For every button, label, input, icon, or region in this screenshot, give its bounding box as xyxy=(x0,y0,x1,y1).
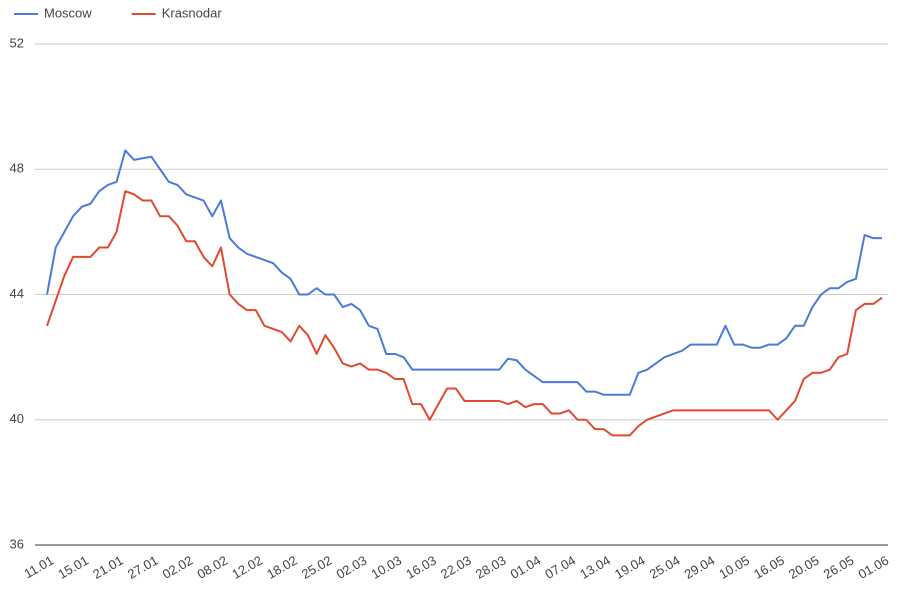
x-tick-label: 07.04 xyxy=(542,553,578,582)
series-line xyxy=(46,190,883,437)
x-tick-label: 01.04 xyxy=(508,553,544,582)
x-tick-label: 01.06 xyxy=(856,553,892,582)
x-tick-label: 26.05 xyxy=(821,553,857,582)
x-tick-label: 16.05 xyxy=(751,553,787,582)
x-tick-label: 21.01 xyxy=(90,553,126,582)
x-tick-label: 02.02 xyxy=(160,553,196,582)
x-tick-label: 13.04 xyxy=(577,553,613,582)
x-tick-label: 28.03 xyxy=(473,553,509,582)
x-tick-label: 12.02 xyxy=(229,553,265,582)
x-tick-label: 16.03 xyxy=(403,553,439,582)
series-line xyxy=(46,149,882,396)
x-tick-label: 02.03 xyxy=(334,553,370,582)
x-tick-label: 15.01 xyxy=(55,553,91,582)
x-tick-label: 25.02 xyxy=(299,553,335,582)
x-tick-label: 29.04 xyxy=(682,553,718,582)
x-tick-label: 11.01 xyxy=(21,553,56,582)
x-tick-label: 25.04 xyxy=(647,553,683,582)
y-tick-label: 36 xyxy=(10,536,24,551)
x-tick-label: 10.03 xyxy=(368,553,404,582)
x-tick-label: 20.05 xyxy=(786,553,822,582)
x-tick-label: 10.05 xyxy=(716,553,752,582)
x-tick-label: 08.02 xyxy=(194,553,230,582)
y-tick-label: 44 xyxy=(10,286,24,301)
x-tick-label: 19.04 xyxy=(612,553,648,582)
legend-label: Moscow xyxy=(44,5,92,20)
legend-label: Krasnodar xyxy=(162,5,223,20)
y-tick-label: 48 xyxy=(10,161,24,176)
y-tick-label: 40 xyxy=(10,411,24,426)
x-tick-label: 18.02 xyxy=(264,553,300,582)
y-tick-label: 52 xyxy=(10,35,24,50)
x-tick-label: 27.01 xyxy=(125,553,161,582)
x-tick-label: 22.03 xyxy=(438,553,474,582)
